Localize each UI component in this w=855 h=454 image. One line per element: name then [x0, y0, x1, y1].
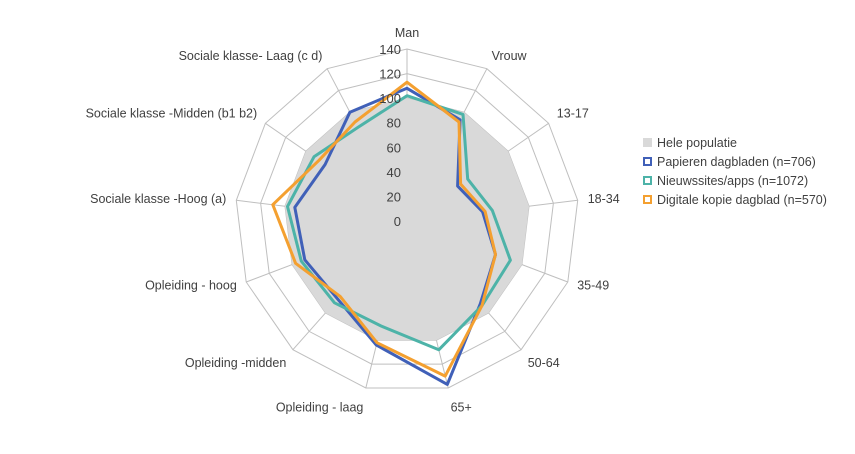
- legend-swatch: [643, 157, 652, 166]
- legend-item: Hele populatie: [643, 133, 827, 152]
- grid-ring-140: [235, 48, 579, 389]
- category-labels: Man Vrouw 13-17 18-34 35-49 50-64 65+ Opleiding…: [86, 26, 620, 415]
- tick-label: 20: [387, 189, 401, 204]
- tick-label: 140: [379, 42, 401, 57]
- legend-swatch: [643, 138, 652, 147]
- category-label: Vrouw: [492, 49, 528, 63]
- radar-series: [271, 80, 529, 386]
- category-label: Sociale klasse- Laag (c d): [179, 49, 323, 63]
- category-label: 50-64: [528, 356, 560, 370]
- category-label: Opleiding - laag: [276, 401, 364, 415]
- category-label: 13-17: [557, 107, 589, 121]
- category-label: 35-49: [577, 279, 609, 293]
- tick-label: 60: [387, 140, 401, 155]
- category-label: Opleiding -midden: [185, 356, 286, 370]
- legend: Hele populatie Papieren dagbladen (n=706)…: [643, 133, 827, 209]
- tick-label: 120: [379, 67, 401, 82]
- tick-label: 40: [387, 165, 401, 180]
- series-line-3: [271, 80, 497, 378]
- tick-label: 100: [379, 91, 401, 106]
- legend-item: Papieren dagbladen (n=706): [643, 152, 827, 171]
- radial-axis-ticks: 0 20 40 60 80 100 120 140: [379, 42, 401, 229]
- legend-label: Hele populatie: [657, 135, 737, 150]
- legend-label: Digitale kopie dagblad (n=570): [657, 192, 827, 207]
- category-label: 18-34: [588, 192, 620, 206]
- legend-label: Papieren dagbladen (n=706): [657, 154, 816, 169]
- category-label: Sociale klasse -Midden (b1 b2): [86, 107, 258, 121]
- legend-label: Nieuwssites/apps (n=1072): [657, 173, 809, 188]
- category-label: Sociale klasse -Hoog (a): [90, 192, 226, 206]
- tick-label: 0: [394, 214, 401, 229]
- legend-item: Digitale kopie dagblad (n=570): [643, 190, 827, 209]
- category-label: Opleiding - hoog: [145, 279, 237, 293]
- series-area-0: [285, 98, 529, 341]
- series-line-1: [293, 86, 497, 386]
- legend-item: Nieuwssites/apps (n=1072): [643, 171, 827, 190]
- category-label: Man: [395, 26, 419, 40]
- tick-label: 80: [387, 116, 401, 131]
- category-label: 65+: [451, 401, 472, 415]
- legend-swatch: [643, 176, 652, 185]
- legend-swatch: [643, 195, 652, 204]
- grid-ring-120: [260, 73, 554, 365]
- series-line-2: [286, 94, 512, 352]
